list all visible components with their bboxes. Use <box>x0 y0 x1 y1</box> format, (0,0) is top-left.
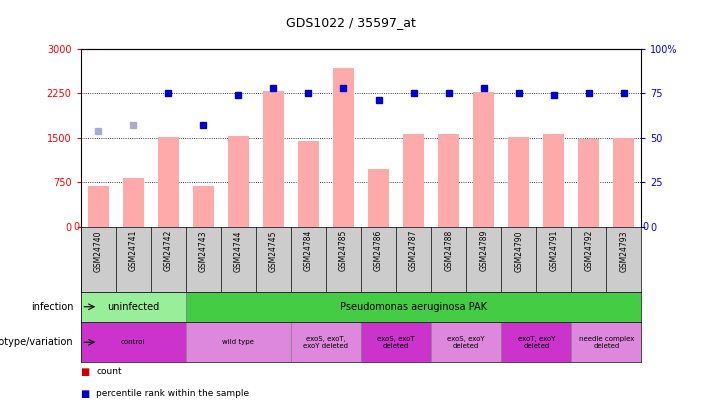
Text: wild type: wild type <box>222 339 254 345</box>
Bar <box>88 186 109 227</box>
Text: count: count <box>96 367 122 375</box>
Text: needle complex
deleted: needle complex deleted <box>579 336 634 349</box>
Bar <box>578 139 599 227</box>
Text: GSM24744: GSM24744 <box>234 230 243 271</box>
Text: GSM24743: GSM24743 <box>199 230 207 271</box>
Bar <box>508 137 529 227</box>
Text: control: control <box>121 339 145 345</box>
Text: GSM24790: GSM24790 <box>515 230 523 271</box>
Text: GSM24791: GSM24791 <box>550 230 558 271</box>
Text: GSM24741: GSM24741 <box>129 230 137 271</box>
Bar <box>613 138 634 227</box>
Text: ■: ■ <box>81 367 90 377</box>
Text: GSM24786: GSM24786 <box>374 230 383 271</box>
Text: GDS1022 / 35597_at: GDS1022 / 35597_at <box>285 16 416 29</box>
Text: ■: ■ <box>81 389 90 399</box>
Text: GSM24740: GSM24740 <box>94 230 102 271</box>
Text: exoS, exoT
deleted: exoS, exoT deleted <box>377 336 415 349</box>
Bar <box>193 186 214 227</box>
Bar <box>158 137 179 227</box>
Text: infection: infection <box>31 302 74 312</box>
Text: GSM24793: GSM24793 <box>620 230 628 271</box>
Text: GSM24787: GSM24787 <box>409 230 418 271</box>
Bar <box>431 322 501 362</box>
Text: GSM24785: GSM24785 <box>339 230 348 271</box>
Text: GSM24745: GSM24745 <box>269 230 278 271</box>
Text: GSM24792: GSM24792 <box>585 230 593 271</box>
Bar <box>368 169 389 227</box>
Bar <box>186 292 641 322</box>
Bar <box>291 322 361 362</box>
Bar <box>571 322 641 362</box>
Bar <box>438 134 459 227</box>
Bar <box>333 68 354 227</box>
Text: 0: 0 <box>74 222 80 232</box>
Bar <box>228 136 249 227</box>
Text: GSM24788: GSM24788 <box>444 230 453 271</box>
Bar <box>501 322 571 362</box>
Text: percentile rank within the sample: percentile rank within the sample <box>96 389 249 398</box>
Text: uninfected: uninfected <box>107 302 159 312</box>
Bar <box>123 178 144 227</box>
Text: GSM24784: GSM24784 <box>304 230 313 271</box>
Bar <box>263 92 284 227</box>
Bar <box>473 92 494 227</box>
Bar <box>81 322 186 362</box>
Bar <box>361 322 431 362</box>
Text: GSM24789: GSM24789 <box>479 230 488 271</box>
Bar <box>403 134 424 227</box>
Bar <box>186 322 291 362</box>
Text: exoS, exoT,
exoY deleted: exoS, exoT, exoY deleted <box>304 336 348 349</box>
Text: GSM24742: GSM24742 <box>164 230 172 271</box>
Text: genotype/variation: genotype/variation <box>0 337 74 347</box>
Text: exoS, exoY
deleted: exoS, exoY deleted <box>447 336 485 349</box>
Text: 0: 0 <box>642 222 648 232</box>
Text: Pseudomonas aeruginosa PAK: Pseudomonas aeruginosa PAK <box>340 302 487 312</box>
Bar <box>543 134 564 227</box>
Bar <box>81 292 186 322</box>
Bar <box>298 141 319 227</box>
Text: exoT, exoY
deleted: exoT, exoY deleted <box>517 336 555 349</box>
